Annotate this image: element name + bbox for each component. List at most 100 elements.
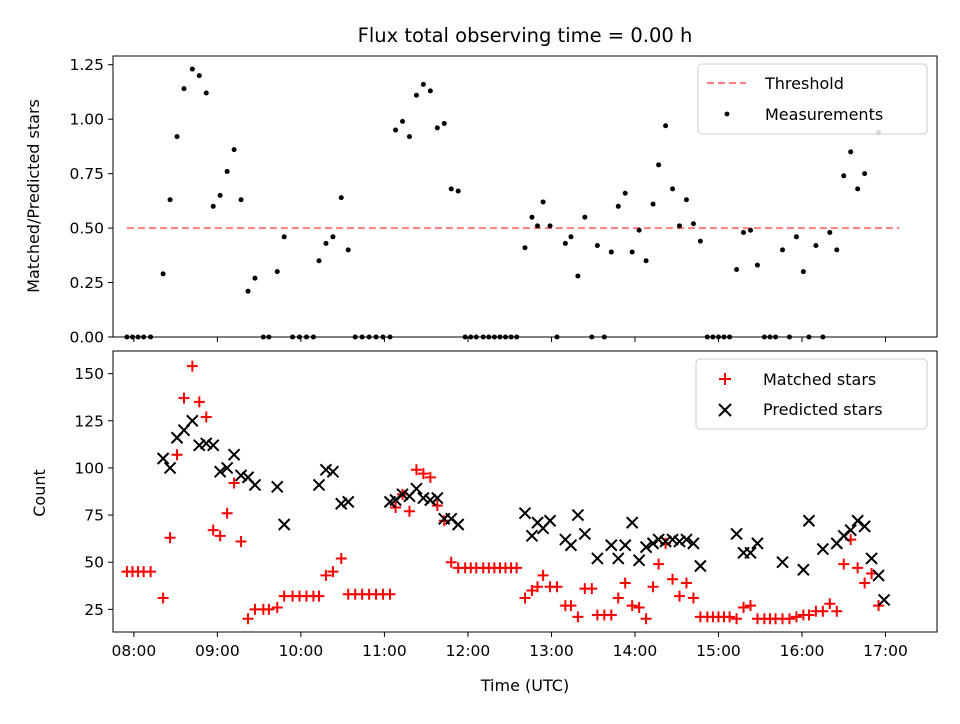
measurement-point: [413, 92, 419, 98]
predicted-star-point: [858, 520, 871, 533]
y-tick-label: 75: [84, 507, 104, 525]
predicted-star-point: [673, 535, 686, 548]
matched-star-point: [263, 603, 275, 615]
legend-measurements-swatch: [724, 111, 730, 117]
measurement-point: [535, 223, 541, 229]
predicted-star-point: [431, 491, 444, 505]
measurement-point: [441, 121, 447, 127]
matched-star-point: [424, 471, 436, 483]
matched-star-point: [327, 566, 339, 578]
matched-star-point: [687, 592, 699, 604]
matched-star-point: [271, 601, 283, 613]
measurement-point: [448, 186, 454, 192]
predicted-star-point: [186, 414, 199, 427]
predicted-star-point: [424, 493, 437, 507]
measurement-point: [522, 245, 528, 251]
measurement-point: [203, 90, 209, 96]
measurement-point: [780, 247, 785, 253]
legend-matched-swatch: [719, 373, 731, 385]
matched-star-point: [831, 605, 843, 617]
predicted-star-point: [248, 478, 262, 492]
predicted-star-point: [227, 448, 241, 461]
matched-star-point: [873, 600, 885, 612]
top-legend: Threshold Measurements: [697, 63, 928, 135]
measurement-point: [800, 269, 806, 275]
measurement-point: [741, 229, 747, 235]
legend-matched-label: Matched stars: [763, 370, 876, 389]
bottom-plot-area: 25 50 75 100 125 150 08:00 09:00 10:00 11:00 12:00…: [74, 360, 908, 660]
predicted-star-point: [591, 552, 604, 565]
matched-star-point: [744, 600, 756, 612]
predicted-star-point: [776, 556, 789, 569]
chart-title: Flux total observing time = 0.00 h: [358, 24, 693, 47]
predicted-star-point: [865, 552, 878, 565]
x-tick-label: 11:00: [362, 642, 407, 660]
measurement-point: [841, 173, 847, 179]
y-tick-label: 150: [74, 365, 104, 383]
predicted-star-point: [234, 469, 248, 482]
measurement-point: [690, 221, 696, 227]
measurement-point: [406, 134, 412, 140]
y-tick-label: 0.00: [69, 329, 104, 347]
matched-star-point: [145, 566, 157, 578]
matched-star-point: [551, 581, 563, 593]
measurement-point: [813, 243, 819, 249]
predicted-star-point: [396, 488, 409, 501]
x-tick-label: 15:00: [696, 642, 741, 660]
measurement-point: [529, 214, 535, 220]
x-tick-label: 09:00: [195, 642, 240, 660]
matched-star-point: [605, 609, 617, 621]
predicted-star-point: [744, 546, 757, 559]
legend-measurements-label: Measurements: [765, 105, 883, 124]
matched-star-point: [235, 535, 247, 547]
x-axis-label: Time (UTC): [480, 676, 569, 695]
matched-star-point: [640, 613, 652, 625]
y-tick-label: 125: [74, 412, 104, 430]
measurement-point: [636, 227, 642, 233]
y-tick-label: 1.00: [69, 111, 104, 129]
measurement-point: [754, 262, 760, 268]
bottom-y-axis-label: Count: [30, 469, 49, 517]
measurement-point: [643, 258, 649, 264]
predicted-star-point: [417, 491, 430, 505]
predicted-star-point: [625, 516, 639, 529]
predicted-star-point: [200, 437, 213, 450]
matched-star-point: [738, 601, 750, 613]
measurement-point: [167, 197, 173, 203]
x-tick-label: 14:00: [613, 642, 658, 660]
matched-star-point: [157, 592, 169, 604]
matched-star-point: [526, 585, 538, 597]
matched-star-point: [824, 598, 836, 610]
matched-star-point: [445, 556, 457, 568]
matched-star-point: [619, 577, 631, 589]
measurement-point: [434, 125, 440, 131]
predicted-star-point: [694, 559, 707, 573]
measurement-point: [734, 266, 740, 272]
predicted-star-point: [632, 554, 646, 567]
matched-star-point: [724, 611, 736, 623]
matched-star-point: [431, 500, 443, 512]
predicted-star-point: [525, 529, 539, 543]
measurement-point: [323, 240, 329, 246]
measurement-point: [189, 66, 195, 72]
matched-star-point: [532, 581, 544, 593]
measurement-point: [160, 271, 166, 277]
measurement-point: [827, 229, 833, 235]
predicted-star-point: [326, 465, 340, 478]
x-tick-label: 12:00: [446, 642, 491, 660]
measurement-point: [834, 247, 840, 253]
matched-star-point: [228, 477, 240, 489]
matched-star-point: [817, 605, 829, 617]
measurement-point: [862, 171, 868, 177]
measurement-point: [338, 195, 344, 201]
measurement-point: [393, 127, 399, 133]
measurement-point: [663, 123, 669, 129]
measurement-point: [274, 269, 280, 275]
predicted-star-point: [612, 552, 625, 565]
measurement-point: [547, 223, 553, 229]
matched-star-point: [783, 613, 795, 625]
measurement-point: [697, 238, 703, 244]
matched-star-point: [390, 502, 402, 514]
top-plot-area: 0.00 0.25 0.50 0.75 1.00 1.25: [69, 56, 900, 347]
matched-star-point: [193, 396, 205, 408]
